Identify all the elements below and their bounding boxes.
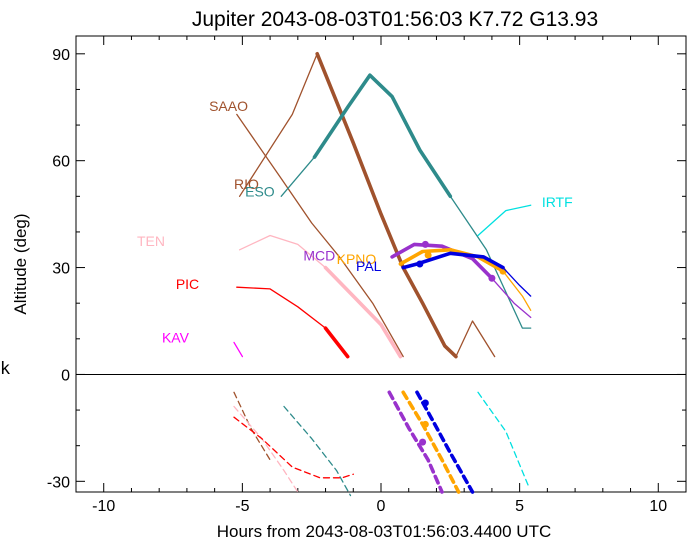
series-label-irtf: IRTF <box>542 194 573 210</box>
series-mcd-marker <box>421 240 429 248</box>
series-saao-thin-pre <box>236 113 404 358</box>
x-tick-label: 5 <box>515 498 524 515</box>
x-tick-label: 10 <box>649 498 667 515</box>
series-eso-thin-post <box>449 195 532 329</box>
y-tick-label: 0 <box>61 367 70 384</box>
series-ten-thin-pre-dashed <box>233 405 299 493</box>
side-label: k <box>0 359 10 379</box>
series-pal-thick <box>401 251 505 270</box>
series-mcd-marker <box>488 274 496 282</box>
series-eso-thin-pre-dashed <box>283 405 352 497</box>
series-ten-thick <box>323 265 403 359</box>
series-pic-thick <box>323 326 350 359</box>
series-label-mcd: MCD <box>303 247 335 263</box>
series-irtf-thin-post <box>477 204 532 237</box>
series-kpno-thick <box>398 248 505 273</box>
series-mcd-thick <box>390 242 494 281</box>
series-rio-thin-pre <box>238 53 318 197</box>
series-pic-thin-pre <box>236 286 327 329</box>
y-axis-label: Altitude (deg) <box>11 213 30 314</box>
x-tick-label: -5 <box>235 498 249 515</box>
series-mcd-marker <box>419 438 427 446</box>
series-mcd-thin-post <box>491 277 532 319</box>
series-label-eso: ESO <box>245 183 275 199</box>
series-label-rio: RIO <box>234 176 259 192</box>
series-eso-thin-pre <box>280 156 316 197</box>
y-tick-label: 90 <box>52 47 70 64</box>
series-pal-marker <box>421 399 429 407</box>
series-pal-thin-post <box>502 266 532 297</box>
series-rio-thin-post <box>455 320 496 358</box>
series-saao-thin-pre-dashed <box>233 391 271 461</box>
series-label-pic: PIC <box>176 276 199 292</box>
series-irtf-thin-pre-dashed <box>477 391 529 486</box>
series-label-pal: PAL <box>356 258 382 274</box>
series-kpno-thick-dashed <box>401 390 461 494</box>
series-label-kav: KAV <box>162 329 190 345</box>
series-eso-thick <box>312 73 453 199</box>
y-tick-label: -30 <box>47 474 70 491</box>
series-pal-marker <box>416 260 424 268</box>
y-tick-label: 60 <box>52 154 70 171</box>
x-axis-label: Hours from 2043-08-03T01:56:03.4400 UTC <box>217 522 552 541</box>
series-label-ten: TEN <box>137 233 165 249</box>
series-kpno-marker <box>421 420 429 428</box>
y-tick-label: 30 <box>52 261 70 278</box>
series-rio-thick <box>315 52 458 359</box>
series-kpno-marker <box>424 251 432 259</box>
series-label-saao: SAAO <box>209 98 248 114</box>
series-mcd-thick-dashed <box>387 390 444 494</box>
series-kpno-thin-post <box>502 270 532 311</box>
chart-title: Jupiter 2043-08-03T01:56:03 K7.72 G13.93 <box>192 8 598 31</box>
series-pic-thin-pre-dashed <box>233 416 354 479</box>
series-ten-thin-pre <box>238 234 327 269</box>
x-tick-label: -10 <box>92 498 115 515</box>
x-tick-label: 0 <box>377 498 386 515</box>
series-kav-thin-pre <box>233 341 244 358</box>
series-label-kpno: KPNO <box>337 251 377 267</box>
